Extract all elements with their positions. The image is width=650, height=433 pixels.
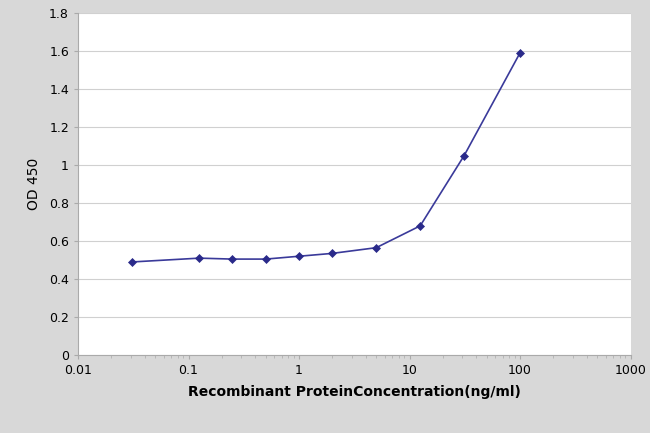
Y-axis label: OD 450: OD 450 [27,158,41,210]
X-axis label: Recombinant ProteinConcentration(ng/ml): Recombinant ProteinConcentration(ng/ml) [188,385,521,399]
